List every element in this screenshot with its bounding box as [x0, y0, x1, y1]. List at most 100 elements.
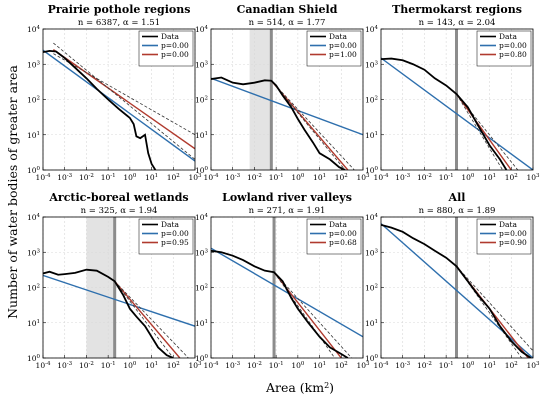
y-tick-label: 104 [195, 213, 209, 222]
x-axis-label-end: ) [329, 380, 334, 395]
y-tick-label: 103 [195, 60, 209, 69]
chart-subtitle: n = 325, α = 1.94 [81, 206, 158, 216]
fit-line [270, 80, 349, 170]
x-tick-label: 101 [313, 361, 326, 370]
legend-label: Data [499, 220, 517, 229]
y-tick-label: 102 [365, 284, 378, 293]
legend-label: Data [161, 32, 179, 41]
confidence-bound-line [114, 281, 174, 358]
fit-line [211, 247, 363, 338]
chart-title: Lowland river valleys [222, 191, 352, 204]
chart-subtitle: n = 880, α = 1.89 [419, 206, 496, 216]
chart-subtitle: n = 143, α = 2.04 [419, 18, 496, 28]
y-tick-label: 101 [365, 131, 378, 140]
y-tick-label: 102 [27, 284, 40, 293]
x-tick-label: 103 [188, 361, 202, 370]
x-tick-label: 101 [145, 361, 158, 370]
legend-label: p=0.95 [161, 238, 189, 247]
x-tick-label: 102 [335, 173, 348, 182]
confidence-bound-line [53, 53, 195, 136]
x-tick-label: 10-2 [247, 173, 262, 182]
x-tick-label: 102 [167, 361, 180, 370]
x-tick-label: 100 [461, 361, 475, 370]
legend-label: p=1.00 [329, 50, 357, 59]
x-tick-label: 102 [167, 173, 180, 182]
fit-line [455, 93, 512, 170]
x-tick-label: 10-4 [204, 361, 219, 370]
x-tick-label: 100 [291, 173, 305, 182]
chart-panel-4: Arctic-boreal wetlands n = 325, α = 1.94 1… [27, 191, 202, 370]
y-tick-label: 104 [365, 25, 379, 34]
legend-label: p=0.00 [161, 41, 189, 50]
x-tick-label: 10-2 [417, 361, 432, 370]
y-tick-label: 100 [365, 354, 379, 363]
x-tick-label: 10-3 [225, 173, 240, 182]
x-tick-label: 10-1 [101, 361, 116, 370]
x-tick-label: 100 [123, 173, 137, 182]
x-tick-label: 102 [335, 361, 348, 370]
y-tick-label: 101 [27, 131, 40, 140]
y-tick-label: 104 [195, 25, 209, 34]
y-tick-label: 101 [195, 319, 208, 328]
x-tick-label: 101 [145, 173, 158, 182]
x-tick-label: 10-3 [57, 361, 72, 370]
y-axis-label: Number of water bodies of greater area [5, 65, 20, 319]
chart-subtitle: n = 6387, α = 1.51 [78, 18, 160, 28]
chart-panel-2: Canadian Shield n = 514, α = 1.77 10-4 10-3… [195, 3, 370, 182]
fit-line [43, 49, 195, 162]
legend-label: Data [329, 220, 347, 229]
x-tick-label: 10-1 [269, 361, 284, 370]
confidence-bound-line [271, 80, 355, 170]
y-tick-label: 102 [27, 96, 40, 105]
x-axis-label-sup: 2 [324, 381, 329, 390]
x-tick-label: 10-4 [374, 173, 389, 182]
y-tick-label: 103 [27, 60, 41, 69]
x-tick-label: 101 [313, 173, 326, 182]
x-tick-label: 10-1 [101, 173, 116, 182]
legend-label: Data [161, 220, 179, 229]
fit-line [114, 280, 181, 358]
y-tick-label: 104 [27, 213, 41, 222]
x-tick-label: 10-2 [79, 173, 94, 182]
x-tick-label: 100 [123, 361, 137, 370]
chart-panel-3: Thermokarst regions n = 143, α = 2.04 10-4… [365, 3, 540, 182]
chart-title: Arctic-boreal wetlands [48, 191, 188, 204]
x-tick-label: 10-4 [36, 361, 51, 370]
legend-label: p=0.68 [329, 238, 357, 247]
data-series [43, 268, 174, 358]
y-tick-label: 103 [365, 248, 379, 257]
chart-subtitle: n = 514, α = 1.77 [249, 18, 326, 28]
y-tick-label: 102 [195, 284, 208, 293]
y-tick-label: 103 [195, 248, 209, 257]
confidence-bound-line [273, 271, 352, 358]
confidence-bound-line [456, 266, 533, 352]
fit-line [52, 49, 195, 150]
confidence-bound-line [53, 42, 195, 160]
data-series [381, 57, 508, 170]
chart-subtitle: n = 271, α = 1.91 [249, 206, 326, 216]
data-series [211, 249, 349, 358]
chart-panel-6: All n = 880, α = 1.89 10-4 10-3 10-2 10-1 100 1… [365, 191, 540, 370]
chart-title: All [448, 191, 466, 204]
y-tick-label: 103 [365, 60, 379, 69]
chart-title: Thermokarst regions [392, 3, 522, 16]
x-tick-label: 10-2 [247, 361, 262, 370]
chart-panel-5: Lowland river valleys n = 271, α = 1.91 10… [195, 191, 370, 370]
x-tick-label: 10-4 [36, 173, 51, 182]
x-tick-label: 103 [526, 361, 540, 370]
x-tick-label: 101 [483, 173, 496, 182]
legend-label: p=0.00 [161, 229, 189, 238]
data-series [211, 76, 346, 170]
x-tick-label: 10-4 [374, 361, 389, 370]
x-tick-label: 10-4 [204, 173, 219, 182]
x-tick-label: 103 [188, 173, 202, 182]
y-tick-label: 100 [27, 166, 41, 175]
confidence-bound-line [273, 272, 336, 358]
x-axis-label-main: Area (km [265, 380, 324, 395]
confidence-bound-line [114, 281, 189, 358]
fit-line [211, 77, 363, 136]
y-tick-label: 104 [365, 213, 379, 222]
data-series [43, 49, 157, 170]
x-tick-label: 10-2 [79, 361, 94, 370]
